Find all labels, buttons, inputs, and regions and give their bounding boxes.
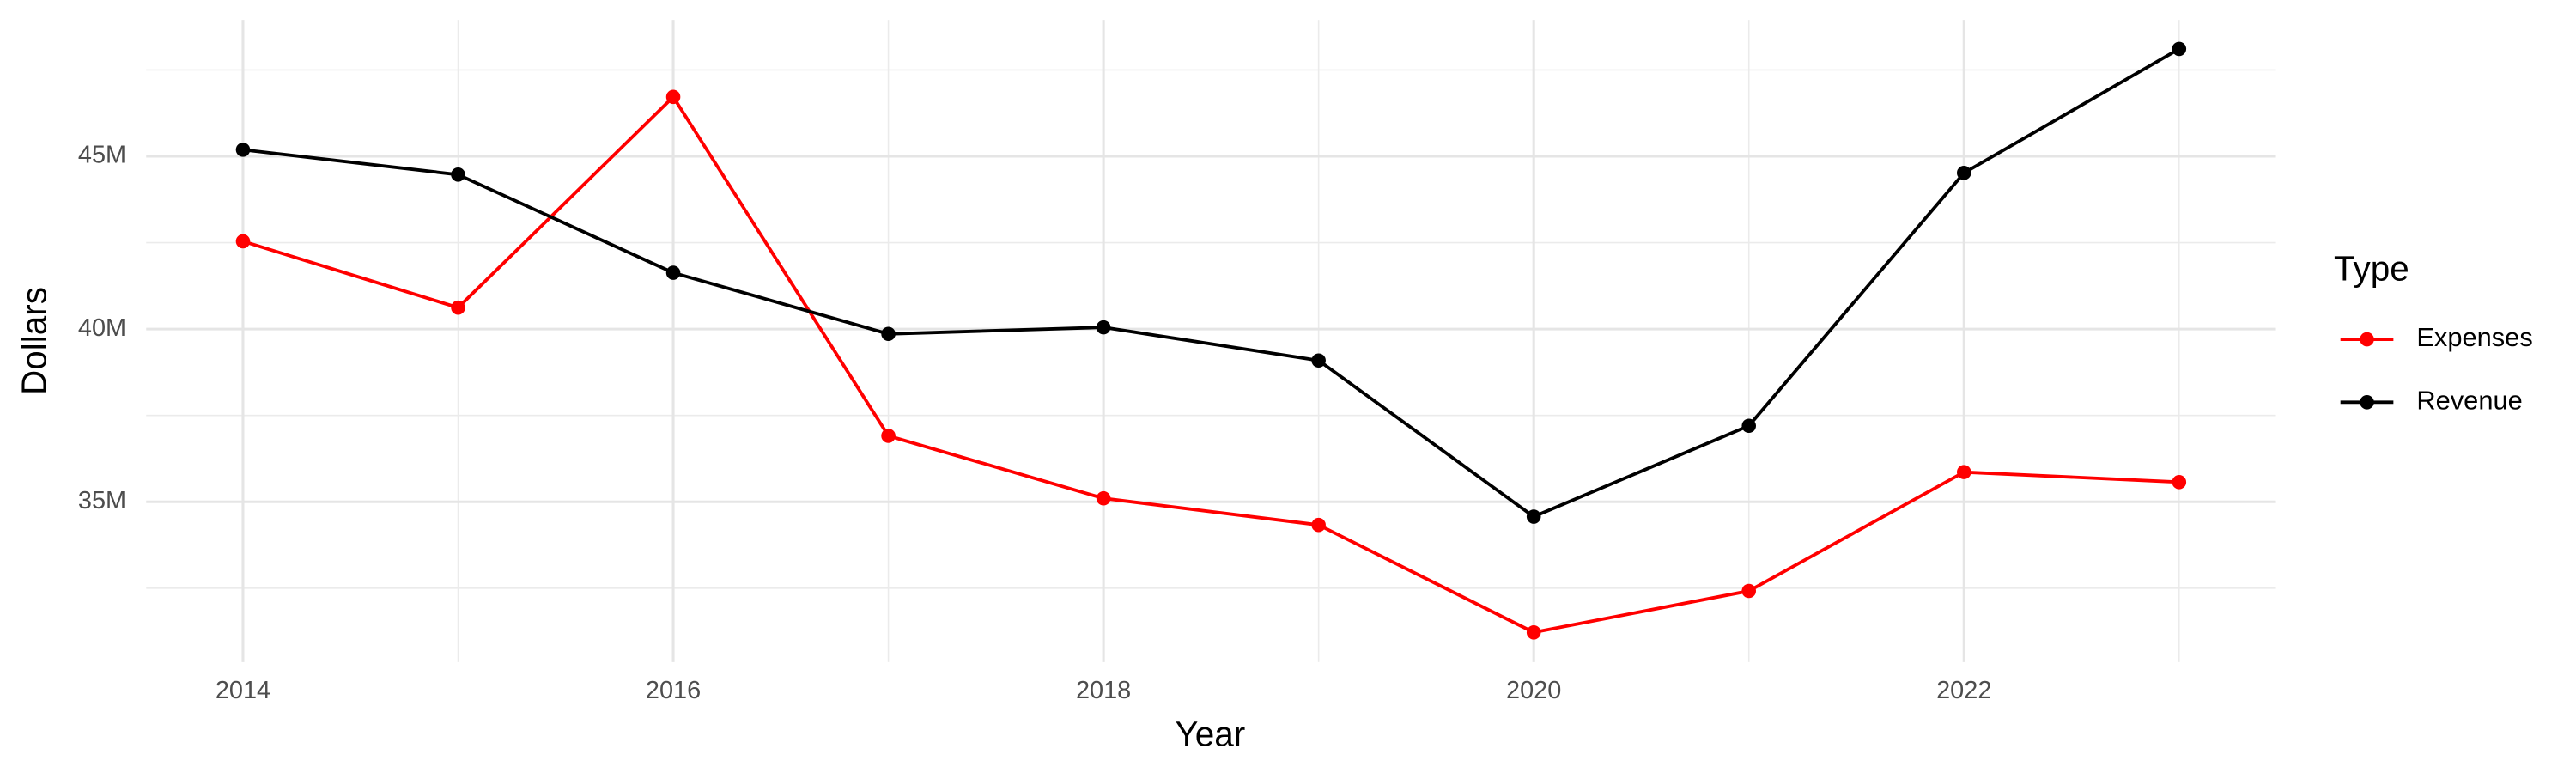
legend-title: Type (2334, 249, 2409, 289)
x-tick-label: 2016 (646, 677, 701, 704)
data-point (665, 265, 681, 280)
data-point (665, 89, 681, 105)
legend-key-point (2360, 332, 2374, 347)
y-tick-label: 45M (78, 142, 126, 169)
y-tick-label: 40M (78, 314, 126, 342)
x-tick-label: 2020 (1506, 677, 1561, 704)
y-tick-label: 35M (78, 487, 126, 514)
x-tick-label: 2014 (216, 677, 270, 704)
data-point (1956, 465, 1971, 479)
series-line (242, 47, 2180, 519)
legend-key-point (2360, 395, 2374, 410)
data-point (1741, 583, 1757, 599)
data-point (451, 167, 465, 182)
data-point (881, 429, 896, 443)
data-point (2172, 475, 2187, 490)
data-point (1096, 320, 1111, 335)
data-point (1741, 418, 1757, 434)
legend-label: Revenue (2416, 385, 2522, 415)
x-tick-label: 2018 (1076, 677, 1131, 704)
y-axis-title: Dollars (15, 287, 54, 395)
data-point (881, 326, 896, 342)
x-axis-title: Year (1176, 714, 1246, 753)
data-point (451, 300, 465, 315)
data-point (2172, 41, 2187, 57)
legend-label: Expenses (2416, 322, 2532, 352)
x-tick-label: 2022 (1936, 677, 1991, 704)
data-point (1096, 490, 1111, 506)
data-point (1526, 624, 1541, 640)
data-point (1311, 353, 1326, 368)
data-point (1311, 517, 1326, 533)
series-line (242, 94, 2179, 635)
data-point (235, 234, 251, 249)
data-point (1526, 509, 1541, 524)
data-point (235, 143, 251, 157)
data-point (1956, 166, 1971, 180)
